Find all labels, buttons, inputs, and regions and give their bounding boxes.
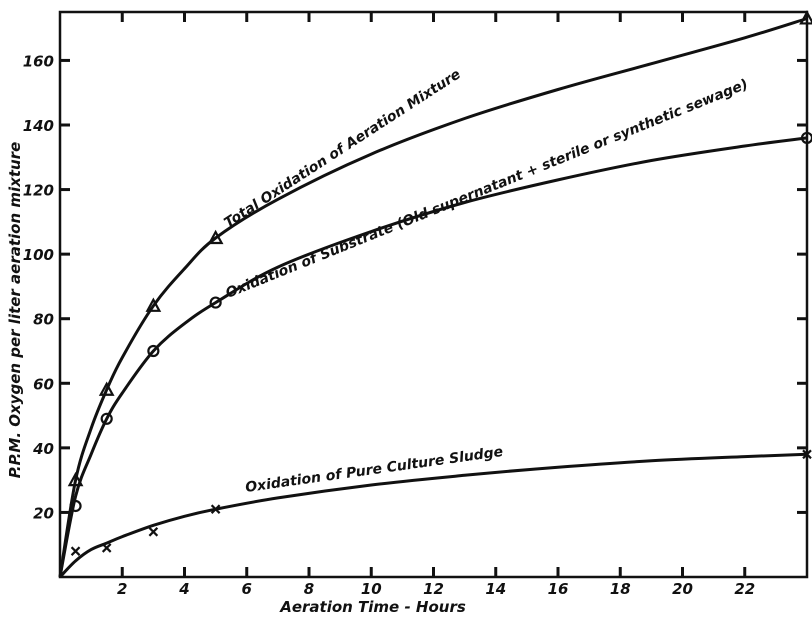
marker-circle-1 <box>100 412 113 425</box>
marker-x-0 <box>70 546 81 556</box>
curve-oxidation-of-substrate-old-supernatant-s <box>58 136 808 578</box>
marker-circle-4 <box>800 131 812 145</box>
marker-triangle-2 <box>145 297 162 312</box>
x-tick-label-20: 20 <box>672 580 693 598</box>
marker-circle-0 <box>69 499 82 513</box>
curve-label-oxidation-of-pure-culture-sludge: Oxidation of Pure Culture Sludge <box>244 444 504 496</box>
y-tick-labels: 20 40 60 80 100 120 140 160 <box>23 52 54 522</box>
curve-total-oxidation-of-aeration-mixture <box>58 17 808 578</box>
x-tick-label-16: 16 <box>548 580 569 598</box>
x-tick-label-6: 6 <box>242 580 252 598</box>
marker-x-3 <box>210 504 221 514</box>
x-tick-label-2: 2 <box>117 580 127 598</box>
x-axis-title: Aeration Time - Hours <box>279 598 466 616</box>
marker-x-1 <box>101 543 112 553</box>
y-tick-label-60: 60 <box>33 375 54 393</box>
x-tick-labels: 2 4 6 8 10 12 14 16 18 20 22 <box>117 580 755 598</box>
x-tick-label-8: 8 <box>304 580 314 598</box>
x-tick-label-12: 12 <box>423 580 444 598</box>
x-tick-label-22: 22 <box>734 580 755 598</box>
series-curves <box>58 17 808 579</box>
curve-labels: Total Oxidation of Aeration MixtureOxida… <box>221 66 750 496</box>
marker-x-2 <box>148 527 159 537</box>
y-tick-label-40: 40 <box>32 440 54 458</box>
marker-circle-2 <box>147 344 160 358</box>
curve-oxidation-of-pure-culture-sludge <box>58 452 808 579</box>
series-markers <box>67 10 812 556</box>
y-tick-label-140: 140 <box>23 117 54 135</box>
x-tick-label-10: 10 <box>361 580 382 598</box>
y-tick-label-20: 20 <box>33 504 54 522</box>
axis-ticks <box>60 12 807 577</box>
marker-triangle-4 <box>799 10 812 25</box>
marker-x-4 <box>802 449 812 460</box>
x-tick-label-4: 4 <box>178 580 189 598</box>
y-tick-label-160: 160 <box>23 52 54 70</box>
y-axis-title: P.P.M. Oxygen per liter aeration mixture <box>6 142 24 479</box>
marker-circle-3 <box>209 296 222 309</box>
marker-triangle-0 <box>67 471 84 487</box>
marker-triangle-1 <box>98 381 115 396</box>
x-tick-label-18: 18 <box>610 580 631 598</box>
x-tick-label-14: 14 <box>485 580 506 598</box>
y-tick-label-80: 80 <box>33 311 54 329</box>
marker-triangle-3 <box>207 229 224 245</box>
y-tick-label-100: 100 <box>23 246 54 264</box>
y-tick-label-120: 120 <box>23 182 54 200</box>
